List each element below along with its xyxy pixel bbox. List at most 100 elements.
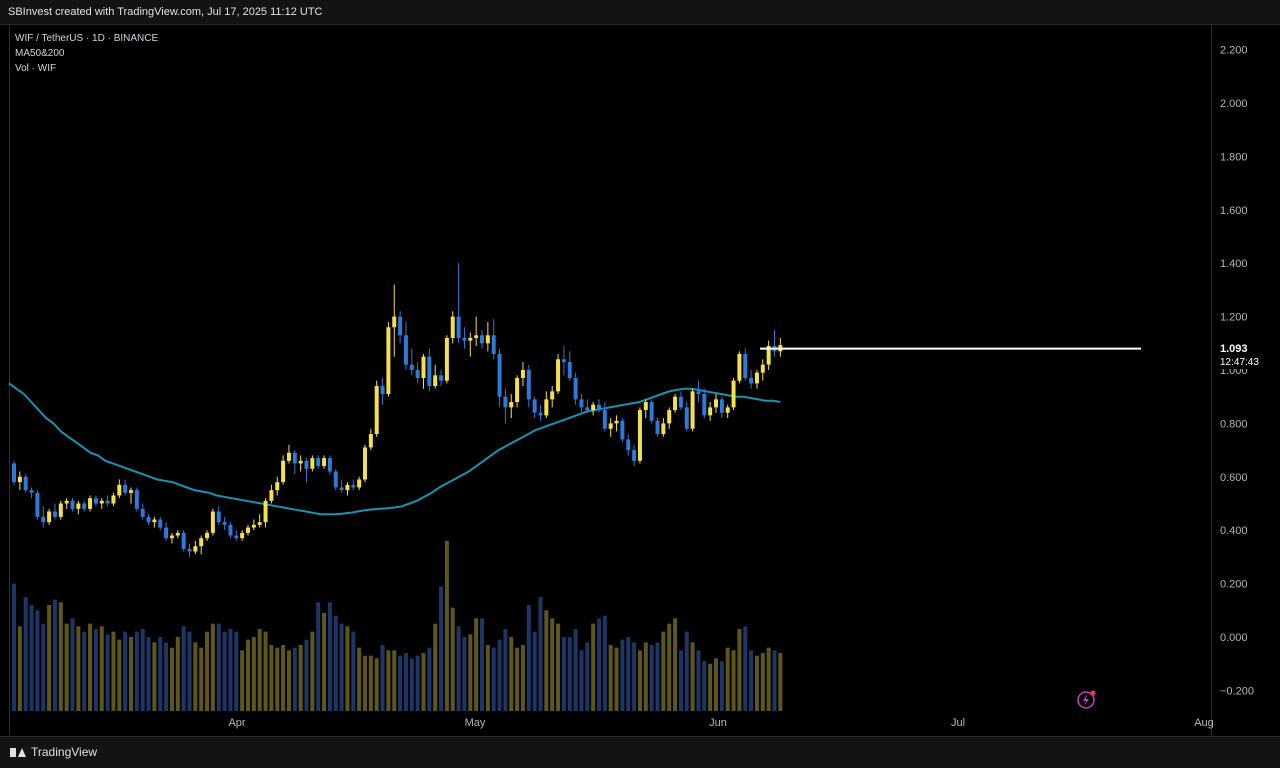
candle — [345, 482, 350, 496]
candle-body — [99, 500, 104, 504]
volume-bar — [339, 623, 344, 711]
candle-body — [743, 353, 748, 379]
volume-bar — [52, 599, 57, 711]
volume-bar — [714, 658, 718, 711]
volume-bar — [696, 650, 701, 711]
volume-bar — [468, 634, 473, 711]
candle-body — [164, 527, 169, 539]
last-price: 1.093 — [1220, 343, 1248, 355]
candle-body — [403, 335, 408, 365]
candle — [304, 458, 309, 483]
candle — [503, 388, 508, 424]
candle — [538, 404, 543, 421]
volume-bar — [29, 604, 34, 711]
tradingview-brand: TradingView — [31, 745, 98, 759]
candle-body — [146, 516, 151, 523]
volume-bar — [444, 540, 449, 711]
volume-bar — [725, 647, 730, 711]
volume-bar — [778, 653, 783, 711]
candle — [608, 418, 613, 437]
candle-body — [199, 538, 204, 547]
time-axis[interactable]: Apr May Jun Jul Aug — [228, 717, 1213, 729]
volume-bar — [702, 661, 707, 711]
candle-body — [602, 410, 607, 429]
volume-bar — [146, 637, 151, 711]
candle — [456, 263, 461, 344]
candle-body — [754, 372, 759, 384]
candle-body — [257, 522, 262, 525]
volume-bar — [480, 618, 484, 711]
candle — [35, 490, 40, 520]
candle-body — [357, 479, 362, 488]
volume-bar — [386, 650, 391, 711]
candle — [731, 378, 736, 411]
candle — [123, 479, 128, 496]
candle — [673, 394, 678, 413]
candle — [23, 474, 28, 493]
volume-bar — [403, 653, 408, 711]
candle-body — [491, 335, 496, 354]
candle-body — [123, 484, 128, 493]
y-tick-label: 2.200 — [1220, 45, 1248, 57]
candle-body — [509, 402, 514, 408]
volume-bar — [608, 645, 613, 711]
candle-body — [719, 399, 724, 413]
tradingview-logo[interactable]: TradingView — [10, 745, 97, 759]
candle — [216, 506, 221, 525]
candle — [17, 471, 22, 491]
candle-body — [526, 370, 531, 400]
y-tick-label: 0.000 — [1220, 632, 1248, 644]
candle-body — [673, 396, 678, 411]
candle — [111, 492, 116, 507]
candle — [181, 530, 186, 552]
candle-body — [731, 380, 736, 408]
footer-bar: TradingView — [0, 736, 1280, 768]
volume-bar — [456, 626, 461, 711]
candle — [175, 530, 180, 539]
candle — [93, 495, 98, 507]
volume-bar — [421, 653, 426, 711]
candle-body — [544, 399, 549, 416]
candle — [415, 361, 420, 384]
candle — [152, 516, 157, 528]
candle — [743, 348, 748, 381]
candle-body — [70, 500, 75, 509]
candle-body — [608, 423, 613, 429]
candle-body — [655, 420, 660, 435]
candle-body — [210, 511, 215, 533]
candle-body — [41, 516, 46, 523]
candle-body — [392, 316, 397, 328]
candle-body — [485, 335, 490, 344]
candle — [637, 407, 642, 464]
candle-body — [561, 359, 566, 362]
x-tick-label: Apr — [228, 717, 245, 729]
candle — [468, 332, 473, 357]
lightning-icon[interactable] — [1077, 690, 1096, 709]
candle — [702, 388, 707, 419]
volume-bar — [749, 650, 754, 711]
attribution-text: SBInvest created with TradingView.com, J… — [8, 6, 323, 18]
y-tick-label: 0.600 — [1220, 472, 1248, 484]
candle-body — [515, 378, 520, 403]
candle-body — [175, 532, 180, 536]
volume-bar — [433, 623, 438, 711]
candle-body — [661, 423, 666, 435]
candle — [544, 391, 549, 419]
candle — [620, 418, 625, 443]
candle — [164, 522, 169, 541]
candle-body — [538, 412, 543, 416]
candle — [725, 404, 730, 419]
volume-bar — [737, 628, 742, 711]
volume-bar — [538, 596, 543, 711]
candle — [439, 370, 444, 387]
candle-body — [632, 450, 637, 461]
candle-body — [626, 439, 631, 451]
candle — [263, 498, 268, 528]
price-axis[interactable]: 2.2002.0001.8001.6001.4001.2001.0000.800… — [1220, 45, 1254, 698]
volume-bar — [357, 647, 362, 711]
last-price-label: 1.093 12:47:43 — [1213, 341, 1267, 369]
candle-body — [737, 353, 742, 381]
volume-bar — [234, 631, 239, 711]
ma-label: MA50&200 — [15, 48, 65, 59]
